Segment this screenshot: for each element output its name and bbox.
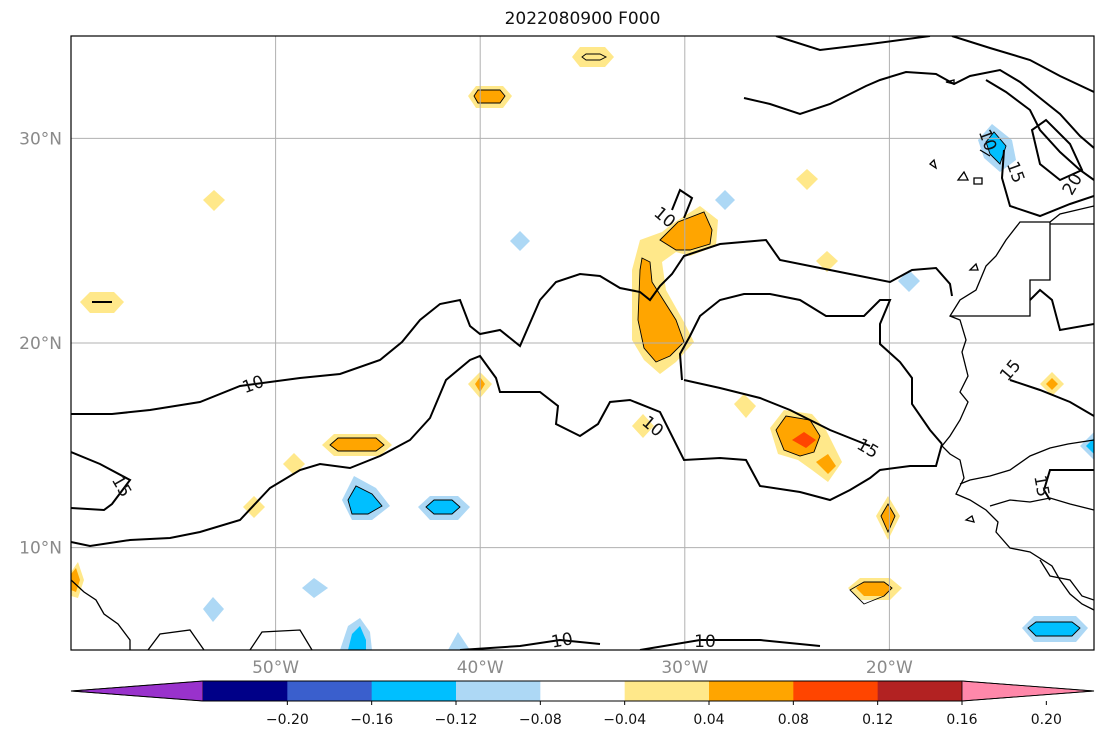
axis-labels: 50°W 40°W 30°W 20°W 30°N 20°N 10°N — [19, 129, 913, 678]
shading-outlines — [92, 53, 1081, 637]
colorbar-extend-high — [961, 680, 1095, 702]
contour-label: 10 — [694, 632, 716, 652]
colorbar-tick-label: 0.12 — [862, 712, 893, 728]
lat-tick-label: 20°N — [19, 334, 62, 354]
negative-anomaly-blob — [1086, 438, 1094, 454]
negative-anomaly-blob — [448, 632, 470, 650]
positive-anomaly-blob — [632, 414, 654, 438]
colorbar-tick-label: −0.12 — [435, 712, 478, 728]
coastline — [71, 79, 1094, 650]
lat-tick-label: 10°N — [19, 539, 62, 559]
positive-anomaly-blob — [1046, 378, 1058, 390]
positive-anomaly-blob — [856, 582, 892, 596]
negative-anomaly-blob — [203, 597, 224, 622]
colorbar-segment — [203, 681, 288, 701]
colorbar-tick-label: −0.08 — [519, 712, 562, 728]
positive-anomaly-blob — [816, 454, 836, 474]
positive-anomaly-blob — [474, 90, 505, 103]
negative-anomaly-blob — [426, 500, 460, 514]
colorbar-tick-label: 0.04 — [693, 712, 724, 728]
contour-lines — [71, 36, 1094, 650]
lon-tick-label: 40°W — [457, 658, 504, 678]
positive-anomaly-blob — [816, 251, 838, 272]
colorbar-segment — [287, 681, 373, 701]
colorbar-segment — [456, 681, 541, 701]
positive-anomaly-blob — [203, 190, 225, 211]
negative-anomaly-blob — [348, 626, 366, 650]
positive-anomaly-blob — [330, 438, 384, 451]
colorbar-segment — [793, 681, 879, 701]
colorbar-tick-label: −0.04 — [603, 712, 646, 728]
lon-tick-label: 20°W — [866, 658, 913, 678]
colorbar-segment — [624, 681, 710, 701]
positive-anomaly-blob — [792, 432, 816, 448]
positive-anomaly-blob — [796, 169, 818, 190]
positive-anomaly-blob — [660, 212, 712, 250]
grid-lines — [71, 36, 1094, 650]
map-frame — [70, 35, 1095, 651]
map-content — [71, 36, 1094, 650]
colorbar-tick-label: 0.20 — [1031, 712, 1062, 728]
colorbar: −0.20 −0.16 −0.12 −0.08 −0.04 0.04 0.08 0.12 0.1… — [70, 680, 1095, 728]
contour-label: 10 — [550, 629, 575, 652]
colorbar-segment — [709, 681, 794, 701]
colorbar-extend-low — [70, 680, 204, 702]
lon-tick-label: 30°W — [661, 658, 708, 678]
positive-anomaly-blob — [734, 394, 756, 418]
colorbar-outline — [70, 680, 1095, 702]
positive-anomaly-blob — [881, 504, 895, 532]
negative-anomaly-blob — [715, 190, 735, 210]
map-title: 2022080900 F000 — [504, 9, 661, 29]
colorbar-segment — [540, 681, 626, 701]
negative-anomaly-blob — [348, 486, 382, 514]
positive-anomaly-blob — [243, 496, 265, 518]
colorbar-tick-label: 0.08 — [778, 712, 809, 728]
negative-anomaly-blob — [1028, 622, 1080, 636]
negative-anomaly-blob — [302, 578, 328, 598]
negative-anomaly-blob — [986, 132, 1006, 164]
lat-tick-label: 30°N — [19, 129, 62, 149]
colorbar-tick-label: −0.16 — [350, 712, 393, 728]
colorbar-segment — [371, 681, 457, 701]
negative-anomaly-blob — [510, 231, 530, 251]
colorbar-tick-label: −0.20 — [266, 712, 309, 728]
contour-label: 15 — [1029, 474, 1052, 499]
colorbar-tick-label: 0.16 — [946, 712, 977, 728]
colorbar-segment — [877, 681, 963, 701]
lon-tick-label: 50°W — [252, 658, 299, 678]
positive-anomaly-blob — [572, 47, 614, 67]
positive-anomaly-blob — [638, 258, 684, 362]
